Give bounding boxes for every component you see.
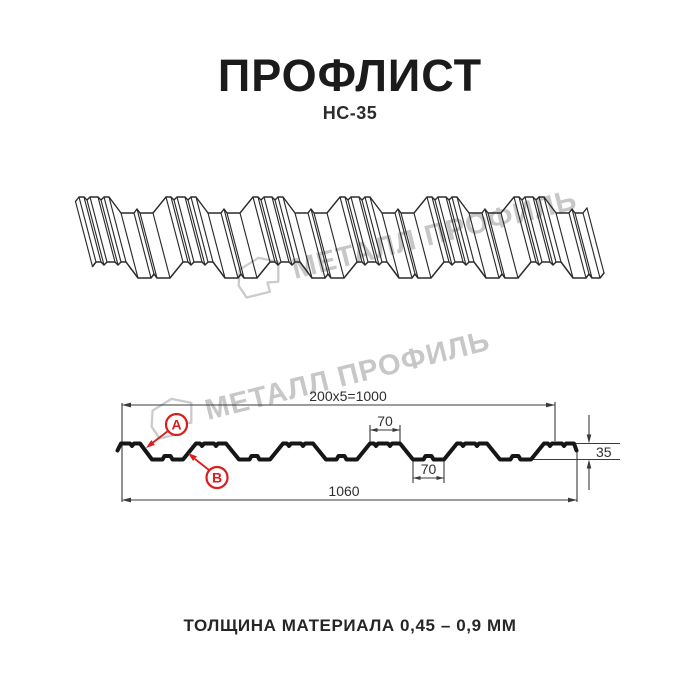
- profile-model-subtitle: НС-35: [322, 103, 378, 123]
- thickness-note: ТОЛЩИНА МАТЕРИАЛА 0,45 – 0,9 ММ: [183, 616, 517, 635]
- dimension-arrowheads: [122, 402, 592, 503]
- callout-b-circle: [205, 465, 229, 490]
- metall-profil-logo-icon: [237, 256, 280, 299]
- callout-a-circle: [164, 412, 189, 437]
- cross-section-view: 200x5=1000 1060 70 70 35 A B: [115, 388, 620, 503]
- dim-label-overall-width: 1060: [328, 483, 359, 499]
- sheet-3d-near-edge: [91, 261, 605, 279]
- callout-a-letter: A: [171, 417, 181, 433]
- sheet-3d-depth-lines: [74, 196, 605, 279]
- dim-label-rib-bottom: 70: [421, 461, 437, 477]
- metall-profil-logo-icon: [150, 397, 193, 440]
- callout-b-leader: [194, 458, 210, 471]
- dimension-lines: [121, 402, 620, 502]
- dim-label-working-width: 200x5=1000: [309, 388, 387, 404]
- dim-label-height: 35: [596, 444, 612, 460]
- callouts: A B: [146, 412, 229, 490]
- sheet-3d-view: [74, 196, 605, 279]
- callout-b-arrowhead: [188, 453, 197, 461]
- callout-a-leader: [150, 430, 169, 445]
- sheet-3d-far-edge: [74, 196, 588, 214]
- cross-section-profile-outline: [115, 441, 579, 462]
- dim-label-rib-top: 70: [377, 413, 393, 429]
- callout-b-letter: B: [212, 470, 222, 486]
- watermark-3d: МЕТАЛЛ ПРОФИЛЬ: [230, 177, 581, 303]
- page-title: ПРОФЛИСТ: [217, 50, 483, 101]
- watermark-section: МЕТАЛЛ ПРОФИЛЬ: [143, 318, 494, 444]
- callout-a-arrowhead: [146, 440, 155, 448]
